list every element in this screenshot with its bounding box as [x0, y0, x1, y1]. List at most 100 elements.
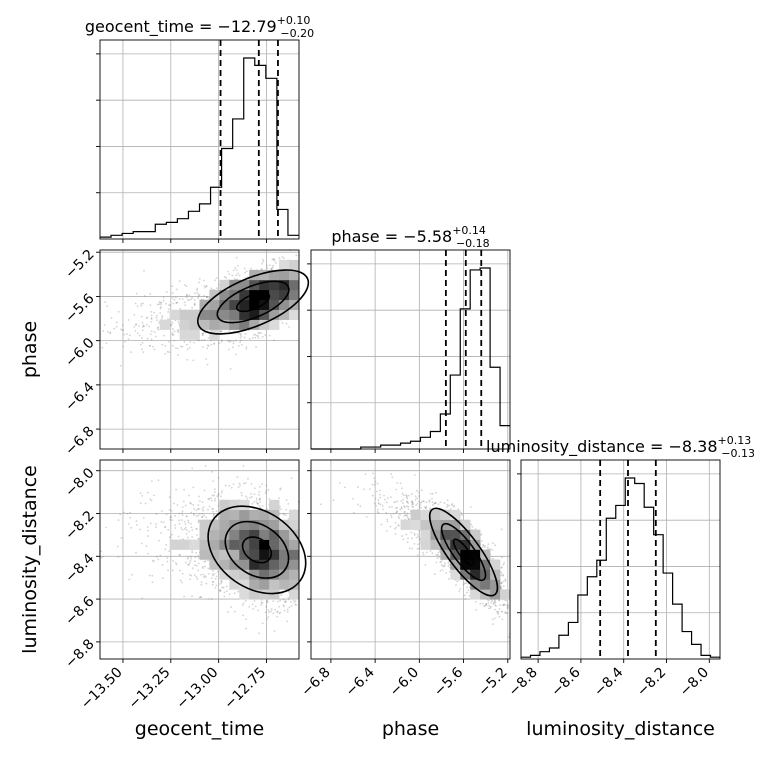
sample-point — [211, 583, 214, 586]
sample-point — [261, 336, 264, 338]
density-cell — [249, 549, 260, 560]
sample-point — [183, 528, 186, 530]
density-cell — [159, 319, 170, 330]
sample-point — [153, 348, 156, 351]
sample-point — [240, 491, 243, 494]
sample-point — [253, 493, 256, 496]
sample-point — [164, 302, 167, 305]
sample-point — [176, 347, 179, 350]
sample-point — [188, 299, 191, 301]
sample-point — [171, 285, 174, 288]
sample-point — [212, 570, 214, 572]
sample-point — [196, 291, 199, 294]
sample-point — [150, 338, 153, 341]
sample-point — [215, 276, 218, 279]
sample-point — [130, 351, 133, 353]
sample-point — [116, 545, 119, 548]
sample-point — [150, 314, 153, 317]
sample-point — [200, 573, 202, 576]
sample-point — [157, 328, 160, 331]
sample-point — [144, 502, 147, 505]
sample-point — [150, 499, 153, 502]
sample-point — [230, 340, 232, 342]
sample-point — [215, 584, 218, 587]
sample-point — [245, 495, 247, 498]
sample-point — [139, 502, 142, 505]
sample-point — [146, 337, 149, 340]
sample-point — [242, 464, 245, 467]
sample-point — [285, 508, 288, 511]
sample-point — [253, 501, 256, 503]
sample-point — [191, 296, 194, 299]
sample-point — [150, 318, 153, 321]
sample-point — [225, 590, 228, 593]
sample-point — [227, 611, 229, 614]
sample-point — [294, 603, 297, 606]
density-cell — [269, 589, 280, 600]
sample-point — [172, 302, 175, 305]
sample-point — [212, 510, 214, 513]
sample-point — [152, 345, 154, 348]
sample-point — [184, 523, 187, 525]
sample-point — [205, 285, 208, 288]
density-cell — [209, 329, 220, 340]
sample-point — [173, 330, 176, 333]
sample-point — [170, 323, 173, 326]
sample-point — [130, 526, 133, 529]
sample-point — [206, 344, 209, 347]
sample-point — [185, 296, 188, 299]
sample-point — [190, 511, 193, 514]
sample-point — [156, 314, 158, 317]
sample-point — [201, 501, 204, 504]
sample-point — [148, 325, 151, 328]
sample-point — [102, 330, 105, 332]
sample-point — [244, 599, 247, 602]
sample-point — [251, 496, 253, 498]
sample-point — [178, 522, 181, 525]
sample-point — [272, 339, 275, 342]
sample-point — [252, 607, 255, 610]
sample-point — [210, 499, 213, 502]
sample-point — [128, 511, 131, 514]
sample-point — [265, 490, 267, 493]
density-cell — [259, 589, 270, 600]
sample-point — [171, 332, 174, 335]
density-cell — [249, 579, 260, 590]
sample-point — [203, 514, 206, 517]
sample-point — [214, 577, 217, 580]
sample-point — [239, 484, 241, 487]
sample-point — [241, 604, 244, 607]
sample-point — [134, 302, 137, 305]
sample-point — [117, 519, 120, 522]
sample-point — [258, 504, 261, 507]
sample-point — [179, 579, 182, 582]
sample-point — [200, 583, 203, 586]
sample-point — [105, 342, 108, 345]
sample-point — [109, 332, 112, 335]
sample-point — [257, 331, 260, 334]
sample-point — [161, 316, 164, 319]
density-cell — [249, 539, 260, 550]
sample-point — [258, 490, 261, 493]
sample-point — [131, 573, 133, 576]
sample-point — [243, 267, 246, 270]
sample-point — [219, 329, 222, 332]
sample-point — [195, 527, 197, 530]
sample-point — [187, 519, 190, 522]
sample-point — [156, 555, 158, 558]
sample-point — [233, 610, 236, 613]
sample-point — [150, 480, 153, 483]
sample-point — [197, 295, 200, 298]
sample-point — [240, 335, 243, 338]
sample-point — [281, 322, 284, 324]
sample-point — [191, 306, 194, 309]
sample-point — [193, 560, 196, 563]
sample-point — [141, 321, 144, 324]
sample-point — [278, 497, 281, 499]
sample-point — [147, 552, 150, 555]
sample-point — [280, 594, 283, 596]
sample-point — [213, 500, 216, 502]
sample-point — [282, 598, 285, 601]
sample-point — [147, 529, 150, 532]
sample-point — [179, 554, 181, 557]
